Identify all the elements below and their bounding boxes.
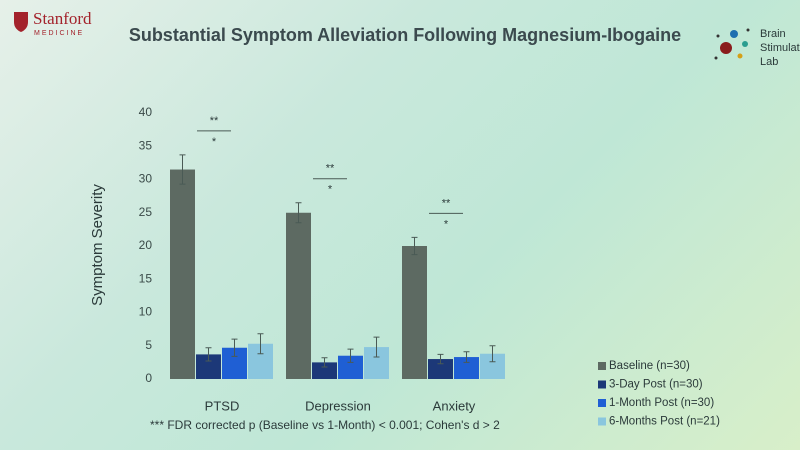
org-name: Stanford (33, 9, 92, 28)
y-tick-label: 30 (139, 172, 153, 186)
bar (338, 355, 363, 379)
stanford-shield (14, 12, 28, 32)
lab-name: Brain (760, 28, 786, 40)
error-bar (437, 353, 444, 365)
error-bar (231, 338, 238, 357)
legend-swatch (598, 380, 606, 389)
error-bar (489, 345, 496, 363)
legend-label: 6-Months Post (n=21) (609, 416, 720, 428)
significance: ** (210, 115, 219, 127)
significance: * (328, 184, 333, 196)
y-tick-label: 35 (139, 138, 153, 152)
bar (428, 359, 453, 379)
x-tick-label: Depression (305, 398, 371, 413)
x-tick-label: PTSD (205, 398, 240, 413)
bar (286, 212, 311, 379)
legend-swatch (598, 399, 606, 407)
legend-swatch (598, 362, 606, 370)
chart-title: Substantial Symptom Alleviation Followin… (129, 25, 681, 45)
legend-swatch (598, 417, 606, 426)
legend-label: Baseline (n=30) (609, 360, 690, 372)
bar (170, 169, 195, 379)
significance: ** (326, 163, 335, 175)
lab-name: Stimulat (760, 42, 800, 54)
error-bar (373, 336, 380, 358)
significance: * (212, 136, 217, 148)
legend-label: 3-Day Post (n=30) (609, 379, 703, 391)
footnote: *** FDR corrected p (Baseline vs 1-Month… (150, 418, 500, 432)
significance: ** (442, 197, 451, 209)
y-tick-label: 20 (139, 238, 153, 252)
error-bar (411, 236, 418, 256)
error-bar (205, 347, 212, 362)
y-tick-label: 40 (139, 105, 153, 119)
error-bar (347, 348, 354, 363)
error-bar (295, 202, 302, 224)
y-tick-label: 10 (139, 305, 153, 319)
legend-label: 1-Month Post (n=30) (609, 397, 714, 409)
y-tick-label: 5 (145, 338, 152, 352)
significance: * (444, 218, 449, 230)
x-tick-label: Anxiety (433, 398, 476, 413)
error-bar (179, 154, 186, 185)
error-bar (321, 357, 328, 368)
bar (312, 362, 337, 379)
y-tick-label: 15 (139, 271, 153, 285)
y-tick-label: 25 (139, 205, 153, 219)
y-axis-label: Symptom Severity (89, 184, 106, 306)
lab-logo (714, 28, 750, 60)
error-bar (257, 333, 264, 355)
bar (454, 357, 479, 379)
bar (402, 246, 427, 379)
y-tick-label: 0 (145, 371, 152, 385)
org-sub: MEDICINE (34, 30, 84, 37)
error-bar (463, 351, 470, 363)
lab-name: Lab (760, 56, 778, 68)
